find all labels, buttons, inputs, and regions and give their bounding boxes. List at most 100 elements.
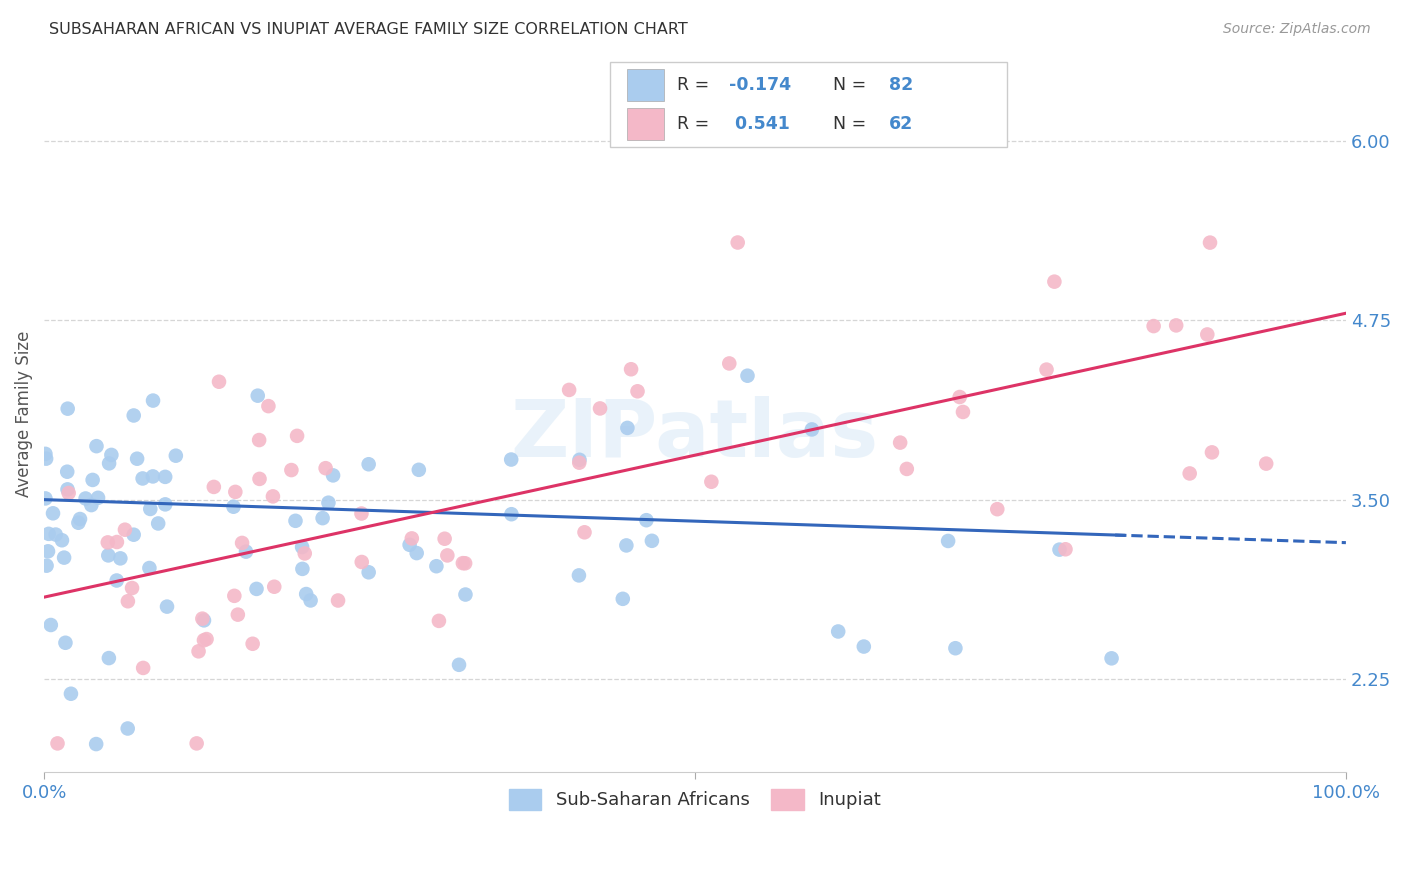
Point xyxy=(153,470,176,484)
Text: Source: ZipAtlas.com: Source: ZipAtlas.com xyxy=(1223,22,1371,37)
Point xyxy=(451,556,474,570)
Point xyxy=(311,511,333,525)
Point xyxy=(398,538,420,552)
Text: 0.541: 0.541 xyxy=(728,115,790,133)
Point xyxy=(616,421,638,435)
Point xyxy=(224,589,246,603)
Point xyxy=(626,384,648,399)
FancyBboxPatch shape xyxy=(610,62,1008,147)
Point xyxy=(35,558,58,573)
Point xyxy=(56,401,79,416)
Point xyxy=(852,640,875,654)
Point xyxy=(322,468,344,483)
Point xyxy=(187,644,209,658)
Text: N =: N = xyxy=(832,76,872,95)
Point xyxy=(117,594,139,608)
Point xyxy=(37,544,59,558)
Point xyxy=(1166,318,1188,333)
Point xyxy=(105,535,128,549)
Point xyxy=(315,461,337,475)
Point xyxy=(55,636,77,650)
Bar xyxy=(627,108,664,140)
Point xyxy=(718,356,741,370)
Point xyxy=(589,401,612,416)
Point xyxy=(247,433,270,447)
Point xyxy=(58,486,80,500)
Point xyxy=(242,637,264,651)
Point xyxy=(249,472,271,486)
Point xyxy=(148,516,170,531)
Point xyxy=(155,497,177,511)
Text: R =: R = xyxy=(676,76,714,95)
Point xyxy=(357,566,380,580)
Point xyxy=(34,491,56,506)
Point xyxy=(87,491,110,505)
Point xyxy=(138,561,160,575)
Point xyxy=(262,489,284,503)
Point xyxy=(949,390,972,404)
Point xyxy=(208,375,231,389)
Point xyxy=(299,593,322,607)
Point xyxy=(427,614,450,628)
Point xyxy=(952,405,974,419)
Point xyxy=(1054,542,1077,557)
Point xyxy=(800,422,823,436)
Point xyxy=(401,532,423,546)
Text: 82: 82 xyxy=(889,76,914,95)
Point xyxy=(1178,467,1201,481)
Point xyxy=(1197,327,1219,342)
Point xyxy=(1201,445,1223,459)
Point xyxy=(56,465,79,479)
Point xyxy=(224,484,246,499)
Point xyxy=(558,383,581,397)
Point xyxy=(291,540,314,554)
Point xyxy=(641,533,664,548)
Point xyxy=(436,549,458,563)
Point xyxy=(142,393,165,408)
Point xyxy=(284,514,307,528)
Point xyxy=(1199,235,1222,250)
Point xyxy=(612,591,634,606)
Point xyxy=(105,574,128,588)
Point xyxy=(38,526,60,541)
Point xyxy=(408,463,430,477)
Point xyxy=(447,657,470,672)
Point xyxy=(1101,651,1123,665)
Point xyxy=(737,368,759,383)
Point xyxy=(318,496,340,510)
Text: SUBSAHARAN AFRICAN VS INUPIAT AVERAGE FAMILY SIZE CORRELATION CHART: SUBSAHARAN AFRICAN VS INUPIAT AVERAGE FA… xyxy=(49,22,688,37)
Point xyxy=(827,624,849,639)
Bar xyxy=(627,69,664,102)
Point xyxy=(568,456,591,470)
Point xyxy=(501,452,523,467)
Point xyxy=(433,532,456,546)
Text: N =: N = xyxy=(832,115,872,133)
Point xyxy=(193,613,215,627)
Point xyxy=(127,451,149,466)
Point xyxy=(139,502,162,516)
Point xyxy=(295,587,318,601)
Point xyxy=(231,536,253,550)
Point xyxy=(67,516,90,530)
Point xyxy=(405,546,427,560)
Point xyxy=(131,471,153,485)
Point xyxy=(294,546,316,560)
Point xyxy=(568,452,591,467)
Point xyxy=(75,491,97,506)
Point xyxy=(165,449,187,463)
Y-axis label: Average Family Size: Average Family Size xyxy=(15,330,32,497)
Point xyxy=(620,362,643,376)
Point xyxy=(425,559,447,574)
Point xyxy=(59,687,82,701)
Point xyxy=(350,507,373,521)
Point xyxy=(700,475,723,489)
Point xyxy=(98,456,121,470)
Point xyxy=(202,480,225,494)
Point xyxy=(616,538,638,552)
Point xyxy=(574,525,596,540)
Point xyxy=(226,607,249,622)
Point xyxy=(222,500,245,514)
Point xyxy=(69,512,91,526)
Text: -0.174: -0.174 xyxy=(728,76,792,95)
Point xyxy=(257,399,280,413)
